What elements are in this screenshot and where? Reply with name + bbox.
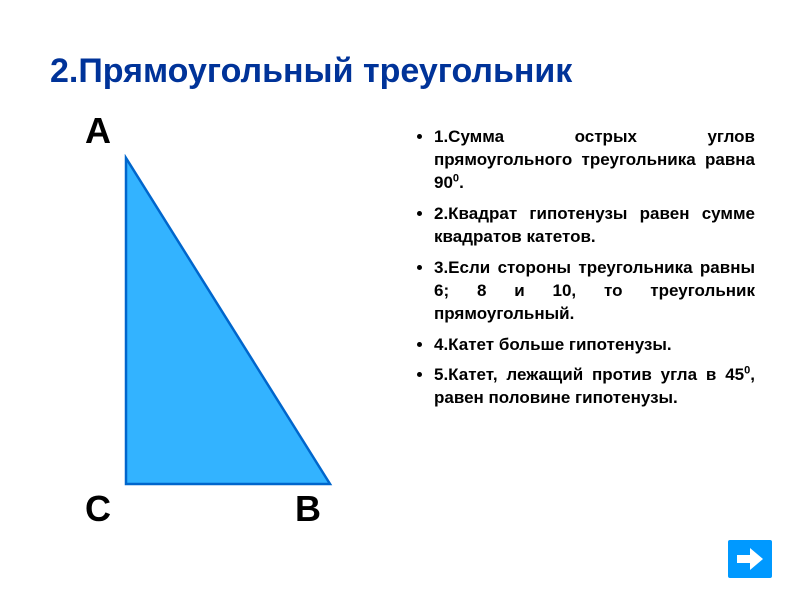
- item-text: 3.Если стороны треугольника равны 6; 8 и…: [434, 258, 755, 323]
- triangle-polygon: [126, 158, 330, 484]
- item-text: 5.Катет, лежащий против угла в 45: [434, 365, 744, 384]
- item-text: 2.Квадрат гипотенузы равен сумме квадрат…: [434, 204, 755, 246]
- vertex-label-a: А: [85, 110, 111, 152]
- bullet-list: 1.Сумма острых углов прямоугольного треу…: [410, 126, 755, 418]
- item-text-post: .: [459, 173, 464, 192]
- item-text: 1.Сумма острых углов прямоугольного треу…: [434, 127, 755, 192]
- triangle-figure: А С В: [50, 110, 380, 530]
- list-item: 5.Катет, лежащий против угла в 450, раве…: [434, 364, 755, 410]
- list-item: 3.Если стороны треугольника равны 6; 8 и…: [434, 257, 755, 326]
- item-text: 4.Катет больше гипотенузы.: [434, 335, 672, 354]
- right-triangle-shape: [108, 154, 338, 490]
- vertex-label-b: В: [295, 488, 321, 530]
- list-item: 4.Катет больше гипотенузы.: [434, 334, 755, 357]
- slide-title: 2.Прямоугольный треугольник: [50, 52, 750, 91]
- list-item: 2.Квадрат гипотенузы равен сумме квадрат…: [434, 203, 755, 249]
- list-item: 1.Сумма острых углов прямоугольного треу…: [434, 126, 755, 195]
- next-button[interactable]: [728, 540, 772, 578]
- arrow-right-icon: [737, 548, 763, 570]
- vertex-label-c: С: [85, 488, 111, 530]
